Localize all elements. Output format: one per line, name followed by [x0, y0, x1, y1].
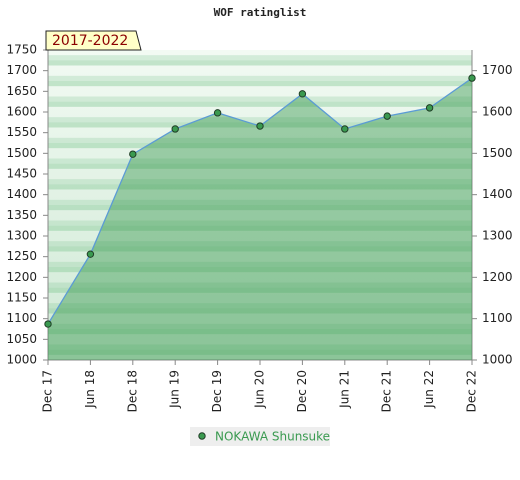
x-tick-label: Dec 20: [295, 370, 309, 412]
stripe: [48, 282, 472, 288]
y-tick-label: 1450: [6, 167, 37, 181]
point: [298, 90, 307, 98]
annotation-box: [45, 30, 142, 51]
point: [341, 125, 349, 133]
x-tick-label: Jun 22: [422, 370, 436, 409]
stripe: [48, 303, 472, 309]
y-tick-label: 1550: [6, 125, 37, 139]
point: [44, 320, 52, 328]
legend-label: NOKAWA Shunsuke: [215, 430, 330, 444]
x-tick-label: Jun 20: [253, 370, 267, 409]
stripe: [48, 184, 472, 190]
y-tick-label: 1050: [6, 332, 37, 346]
legend-box: [190, 427, 330, 446]
stripe: [48, 220, 472, 226]
point: [86, 250, 95, 258]
y-tick-label: 1700: [6, 63, 37, 77]
plot-background: [48, 50, 472, 360]
stripe: [48, 241, 472, 247]
point: [256, 122, 264, 130]
stripe: [48, 55, 472, 61]
stripe: [48, 137, 472, 143]
y2-tick-label: 1700: [482, 63, 513, 77]
point: [468, 74, 476, 82]
y2-tick-label: 1600: [482, 105, 513, 119]
y2-tick-label: 1100: [482, 311, 513, 325]
stripe: [48, 199, 472, 205]
stripe: [48, 101, 472, 107]
stripe: [48, 179, 472, 185]
stripe: [48, 246, 472, 252]
chart-title: WOF ratinglist: [214, 6, 307, 19]
x-tick-label: Jun 21: [337, 370, 351, 409]
stripe: [48, 143, 472, 149]
x-tick-label: Dec 18: [125, 370, 139, 412]
stripe: [48, 117, 472, 123]
y-tick-label: 1000: [6, 353, 37, 367]
point: [425, 104, 434, 112]
legend-marker: [198, 432, 206, 440]
point: [213, 109, 222, 117]
stripe: [48, 267, 472, 273]
y-tick-label: 1400: [6, 187, 37, 201]
y-tick-label: 1500: [6, 146, 37, 160]
y-tick-label: 1100: [6, 311, 37, 325]
point: [171, 125, 179, 133]
y-tick-label: 1650: [6, 84, 37, 98]
y-tick-label: 1200: [6, 270, 37, 284]
y2-tick-label: 1300: [482, 229, 513, 243]
stripe: [48, 163, 472, 169]
y2-tick-label: 1000: [482, 353, 513, 367]
stripe: [48, 349, 472, 355]
y-tick-label: 1600: [6, 105, 37, 119]
stripe: [48, 60, 472, 66]
y2-tick-label: 1500: [482, 146, 513, 160]
x-tick-label: Jun 19: [168, 370, 182, 409]
stripe: [48, 75, 472, 81]
stripe: [48, 205, 472, 211]
stripe: [48, 225, 472, 231]
x-tick-label: Dec 21: [380, 370, 394, 412]
stripe: [48, 308, 472, 314]
legend: NOKAWA Shunsuke: [190, 427, 330, 446]
stripe: [48, 261, 472, 267]
stripe: [48, 344, 472, 350]
stripe: [48, 158, 472, 164]
y-tick-label: 1250: [6, 249, 37, 263]
stripe: [48, 287, 472, 293]
annotation: 2017-2022: [45, 30, 142, 51]
stripe: [48, 329, 472, 335]
area: [48, 78, 472, 361]
x-tick-label: Dec 17: [41, 370, 55, 412]
y2-tick-label: 1400: [482, 187, 513, 201]
point: [383, 112, 391, 120]
stripe: [48, 323, 472, 329]
y-tick-label: 1300: [6, 229, 37, 243]
y2-tick-label: 1200: [482, 270, 513, 284]
y-tick-label: 1150: [6, 291, 37, 305]
stripe: [48, 96, 472, 102]
y-tick-label: 1350: [6, 208, 37, 222]
y-tick-label: 1750: [6, 43, 37, 57]
stripe: [48, 81, 472, 87]
point: [129, 150, 137, 158]
annotation-text: 2017-2022: [52, 33, 128, 49]
x-tick-label: Jun 18: [83, 370, 97, 409]
x-tick-label: Dec 22: [465, 370, 479, 412]
x-tick-label: Dec 19: [210, 370, 224, 412]
